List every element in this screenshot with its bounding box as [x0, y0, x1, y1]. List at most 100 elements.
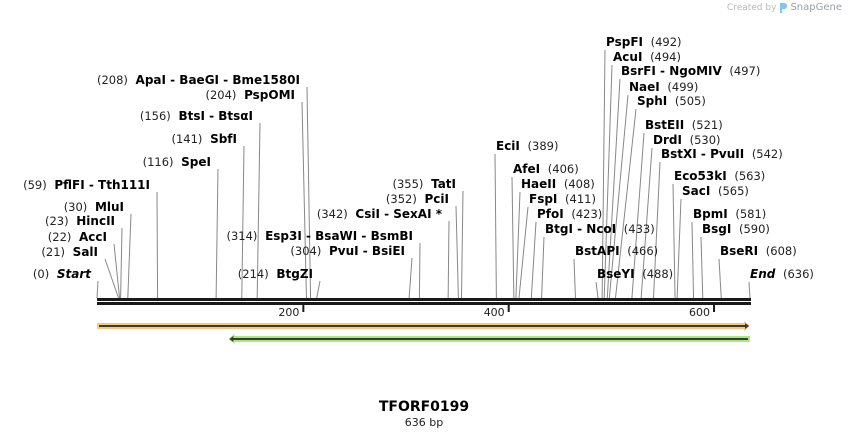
site-position: (636) [782, 267, 814, 281]
enzyme-name: SbfI [210, 132, 237, 146]
enzyme-label[interactable]: HaeII (408) [521, 177, 595, 191]
enzyme-label[interactable]: (214) BtgZI [238, 267, 313, 281]
enzyme-label[interactable]: (204) PspOMI [205, 88, 295, 102]
cut-site-line [316, 280, 321, 299]
enzyme-name: BpmI [693, 207, 728, 221]
enzyme-label[interactable]: AcuI (494) [613, 50, 681, 64]
cut-site-line [573, 258, 576, 299]
enzyme-name: BseRI [720, 244, 759, 258]
enzyme-label[interactable]: (30) MluI [64, 200, 124, 214]
tick-label: 400 [483, 306, 505, 319]
enzyme-label[interactable]: PspFI (492) [606, 35, 682, 49]
site-position: (352) [385, 192, 417, 206]
enzyme-label[interactable]: (208) ApaI - BaeGI - Bme1580I [97, 73, 300, 87]
credit-brand: SnapGene [790, 2, 842, 13]
cut-site-line [652, 161, 661, 299]
site-position: (542) [751, 147, 783, 161]
enzyme-label[interactable]: (156) BtsI - BtsαI [140, 109, 253, 123]
cut-site-line [530, 221, 537, 299]
enzyme-label[interactable]: SphI (505) [637, 94, 706, 108]
enzyme-label[interactable]: BpmI (581) [693, 207, 766, 221]
enzyme-label[interactable]: AfeI (406) [513, 162, 579, 176]
cut-site-line [608, 94, 629, 299]
enzyme-label[interactable]: DrdI (530) [653, 133, 721, 147]
cut-site-line [408, 257, 413, 299]
enzyme-label[interactable]: (352) PciI [386, 192, 449, 206]
site-position: (208) [96, 73, 128, 87]
enzyme-name: PspFI [606, 35, 643, 49]
cut-site-line [718, 258, 722, 299]
enzyme-label[interactable]: BstEII (521) [645, 118, 723, 132]
enzyme-label[interactable]: BstXI - PvuII (542) [661, 147, 783, 161]
cut-site-line [748, 281, 751, 299]
site-position: (355) [392, 177, 424, 191]
enzyme-label[interactable]: (22) AccI [48, 230, 107, 244]
site-position: (59) [23, 178, 47, 192]
enzyme-label[interactable]: Eco53kI (563) [674, 169, 765, 183]
site-position: (314) [226, 229, 258, 243]
cut-site-line [515, 191, 521, 299]
cut-site-line [676, 198, 682, 299]
enzyme-label[interactable]: (304) PvuI - BsiEI [290, 244, 405, 258]
site-position: (22) [47, 230, 72, 244]
enzyme-label[interactable]: BsrFI - NgoMIV (497) [621, 64, 760, 78]
enzyme-label[interactable]: PfoI (423) [537, 207, 602, 221]
site-position: (488) [642, 267, 674, 281]
site-position: (21) [41, 245, 66, 259]
enzyme-name: CsiI - SexAI * [355, 207, 442, 221]
enzyme-name: AcuI [613, 50, 643, 64]
cut-site-line [691, 221, 695, 299]
cut-site-line [460, 190, 464, 299]
features[interactable] [97, 321, 750, 344]
sequence-backbone[interactable] [97, 298, 751, 305]
cut-site-line [455, 205, 459, 299]
cut-site-line [494, 153, 497, 299]
enzyme-name: PspOMI [244, 88, 295, 102]
enzyme-label[interactable]: (141) SbfI [172, 132, 238, 146]
enzyme-label[interactable]: BseRI (608) [720, 244, 797, 258]
site-position: (214) [237, 267, 269, 281]
enzyme-label[interactable]: (23) HincII [45, 214, 115, 228]
cut-site-line [518, 206, 529, 299]
enzyme-label[interactable]: BtgI - NcoI (433) [545, 222, 655, 236]
enzyme-label[interactable]: (21) SalI [41, 245, 98, 259]
enzyme-name: BstAPI [575, 244, 620, 258]
site-position: (581) [735, 207, 767, 221]
enzyme-label[interactable]: End (636) [750, 267, 814, 281]
enzyme-label[interactable]: BstAPI (466) [575, 244, 658, 258]
enzyme-label[interactable]: SacI (565) [682, 184, 749, 198]
snapgene-credit: Created by SnapGene [727, 2, 842, 13]
enzyme-name: PvuI - BsiEI [328, 244, 405, 258]
cut-site-line [215, 168, 219, 299]
reverse-feature[interactable] [228, 334, 750, 344]
site-position: (466) [627, 244, 659, 258]
enzyme-label[interactable]: (314) Esp3I - BsaWI - BsmBI [227, 229, 414, 243]
cut-site-line [672, 183, 676, 299]
cut-site-line [511, 176, 515, 299]
forward-feature[interactable] [97, 321, 750, 331]
enzyme-name: SpeI [181, 155, 211, 169]
enzyme-name: Esp3I - BsaWI - BsmBI [265, 229, 413, 243]
enzyme-label[interactable]: FspI (411) [529, 192, 596, 206]
enzyme-name: SphI [637, 94, 668, 108]
enzyme-name: AfeI [513, 162, 541, 176]
cut-site-line [96, 280, 99, 299]
enzyme-label[interactable]: (116) SpeI [143, 155, 211, 169]
enzyme-name: AccI [79, 230, 107, 244]
enzyme-label[interactable]: (355) TatI [392, 177, 456, 191]
enzyme-label[interactable]: (0) Start [33, 267, 91, 281]
enzyme-label[interactable]: NaeI (499) [629, 80, 698, 94]
site-position: (499) [667, 80, 699, 94]
enzyme-label[interactable]: BseYI (488) [597, 267, 673, 281]
cut-site-line [301, 101, 307, 299]
cut-site-line [113, 243, 121, 299]
site-position: (521) [691, 118, 723, 132]
enzyme-name: ApaI - BaeGI - Bme1580I [135, 73, 300, 87]
site-position: (30) [63, 200, 88, 214]
enzyme-label[interactable]: BsgI (590) [702, 222, 770, 236]
site-position: (530) [689, 133, 721, 147]
enzyme-label[interactable]: (342) CsiI - SexAI * [317, 207, 442, 221]
enzyme-name: PciI [424, 192, 450, 206]
enzyme-label[interactable]: (59) PflFI - Tth111I [23, 178, 150, 192]
enzyme-label[interactable]: EciI (389) [496, 139, 558, 153]
